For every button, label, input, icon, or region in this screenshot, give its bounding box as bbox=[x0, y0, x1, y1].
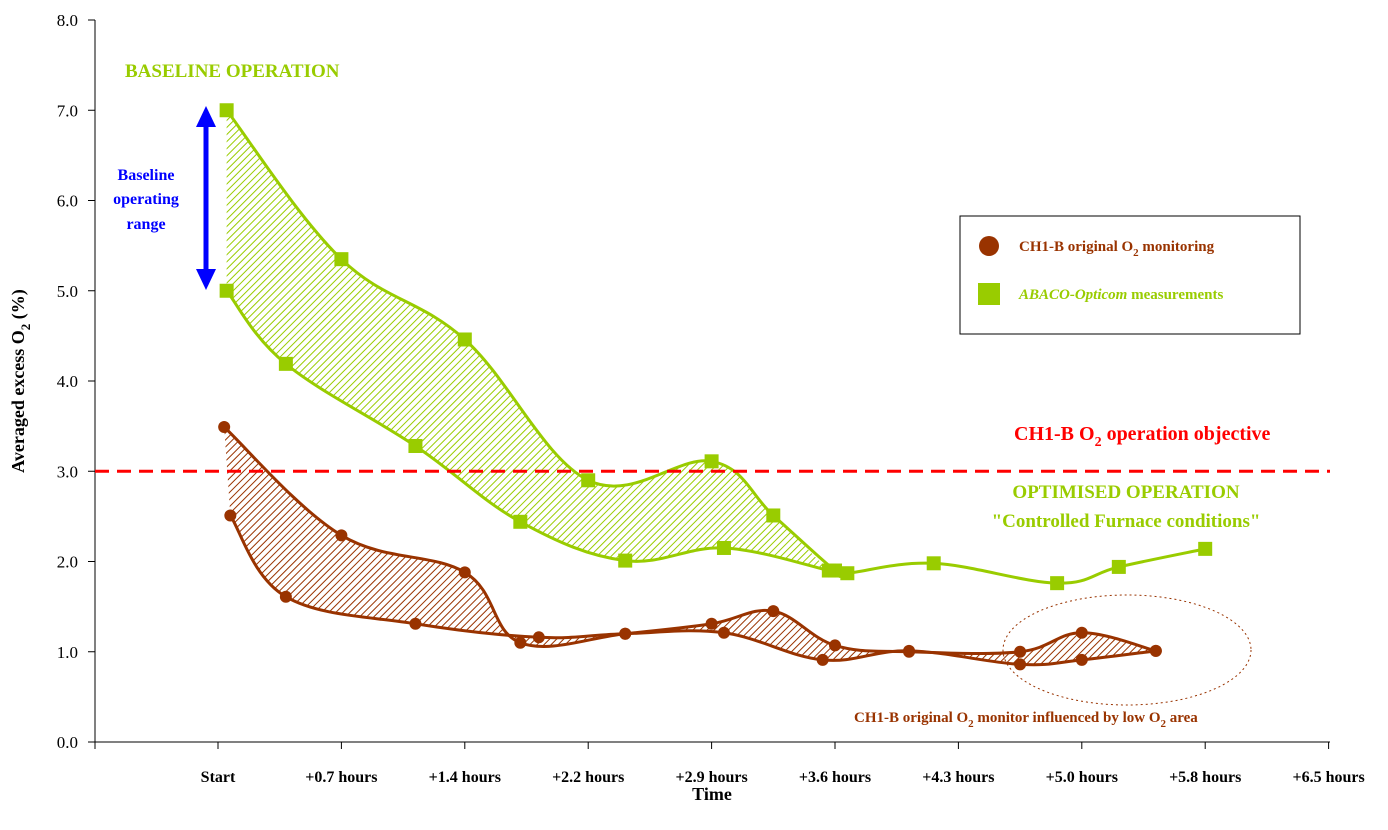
y-tick-label: 0.0 bbox=[57, 733, 78, 752]
ch1b-data-point bbox=[1149, 644, 1162, 657]
ch1b-data-point bbox=[1075, 653, 1088, 666]
ch1b-data-point bbox=[705, 617, 718, 630]
y-tick-label: 2.0 bbox=[57, 553, 78, 572]
ch1b-data-point bbox=[218, 421, 231, 434]
optimised-operation-label: OPTIMISED OPERATION bbox=[1012, 482, 1239, 503]
abaco-data-point bbox=[840, 566, 855, 581]
x-tick-label: +1.4 hours bbox=[429, 769, 501, 786]
abaco-data-point bbox=[219, 103, 234, 118]
baseline-range-label-2: operating bbox=[113, 191, 179, 208]
ch1b-data-point bbox=[335, 529, 348, 542]
legend-marker-brown-circle bbox=[979, 236, 999, 256]
abaco-data-point bbox=[1198, 541, 1213, 556]
ch1b-data-point bbox=[767, 605, 780, 618]
y-tick-label: 1.0 bbox=[57, 643, 78, 662]
ch1b-data-point bbox=[409, 617, 422, 630]
x-tick-label: +2.9 hours bbox=[675, 769, 747, 786]
x-tick-label: +0.7 hours bbox=[305, 769, 377, 786]
abaco-data-point bbox=[716, 540, 731, 555]
ch1b-data-point bbox=[224, 509, 237, 522]
abaco-data-point bbox=[581, 473, 596, 488]
x-ticks: Start +0.7 hours +1.4 hours +2.2 hours +2.9 … bbox=[94, 742, 1365, 786]
baseline-range-label-1: Baseline bbox=[118, 167, 175, 184]
controlled-furnace-label: "Controlled Furnace conditions" bbox=[992, 511, 1261, 532]
abaco-data-point bbox=[334, 252, 349, 267]
x-tick-label: +2.2 hours bbox=[552, 769, 624, 786]
x-tick-label: +4.3 hours bbox=[922, 769, 994, 786]
y-tick-label: 5.0 bbox=[57, 282, 78, 301]
legend-marker-green-square bbox=[978, 283, 1000, 305]
legend-entry-abaco: ABACO-Opticom measurements bbox=[1018, 287, 1223, 303]
baseline-range-arrow bbox=[196, 106, 216, 290]
abaco-data-point bbox=[219, 283, 234, 298]
objective-label: CH1-B O2 operation objective bbox=[1014, 423, 1271, 450]
x-axis-title: Time bbox=[692, 784, 732, 804]
abaco-data-point bbox=[766, 508, 781, 523]
y-tick-label: 6.0 bbox=[57, 192, 78, 211]
x-tick-label: +3.6 hours bbox=[799, 769, 871, 786]
low-o2-area-label: CH1-B original O2 monitor influenced by … bbox=[854, 710, 1198, 730]
y-tick-label: 4.0 bbox=[57, 372, 78, 391]
legend: CH1-B original O2 monitoring ABACO-Optic… bbox=[959, 215, 1301, 335]
x-tick-label: +6.5 hours bbox=[1292, 769, 1364, 786]
ch1b-data-point bbox=[816, 653, 829, 666]
abaco-data-point bbox=[821, 563, 836, 578]
hatched-areas bbox=[224, 110, 1156, 665]
y-tick-label: 3.0 bbox=[57, 462, 78, 481]
series-markers bbox=[218, 103, 1213, 671]
y-ticks: 0.0 1.0 2.0 3.0 4.0 5.0 6.0 7.0 8.0 bbox=[57, 11, 95, 752]
legend-entry-ch1b: CH1-B original O2 monitoring bbox=[1019, 239, 1215, 259]
legend-box bbox=[959, 215, 1301, 335]
x-tick-label: +5.0 hours bbox=[1046, 769, 1118, 786]
abaco-data-point bbox=[704, 454, 719, 469]
ch1b-data-point bbox=[619, 627, 632, 640]
abaco-range-fill bbox=[226, 110, 829, 571]
abaco-data-point bbox=[278, 356, 293, 371]
ch1b-data-point bbox=[903, 644, 916, 657]
ch1b-data-point bbox=[1075, 626, 1088, 639]
abaco-data-point bbox=[1111, 559, 1126, 574]
ch1b-data-point bbox=[279, 590, 292, 603]
abaco-data-point bbox=[618, 553, 633, 568]
abaco-data-point bbox=[513, 514, 528, 529]
ch1b-data-point bbox=[458, 566, 471, 579]
x-tick-label: Start bbox=[201, 769, 236, 786]
low-o2-area-ellipse bbox=[1002, 594, 1252, 706]
x-tick-label: +5.8 hours bbox=[1169, 769, 1241, 786]
abaco-data-point bbox=[408, 438, 423, 453]
y-tick-label: 7.0 bbox=[57, 101, 78, 120]
baseline-range-label-3: range bbox=[126, 216, 165, 233]
ch1b-data-point bbox=[829, 639, 841, 652]
abaco-data-point bbox=[1050, 576, 1065, 591]
ch1b-data-point bbox=[1014, 658, 1027, 671]
ch1b-data-point bbox=[532, 631, 545, 644]
y-axis-title: Averaged excess O2 (%) bbox=[8, 289, 33, 473]
abaco-data-point bbox=[926, 556, 941, 571]
ch1b-data-point bbox=[514, 636, 527, 649]
ch1b-data-point bbox=[717, 626, 730, 639]
baseline-operation-label: BASELINE OPERATION bbox=[125, 61, 340, 82]
ch1b-data-point bbox=[1014, 645, 1027, 658]
abaco-data-point bbox=[457, 332, 472, 347]
ch1b-range-fill bbox=[224, 427, 1156, 665]
y-tick-label: 8.0 bbox=[57, 11, 78, 30]
